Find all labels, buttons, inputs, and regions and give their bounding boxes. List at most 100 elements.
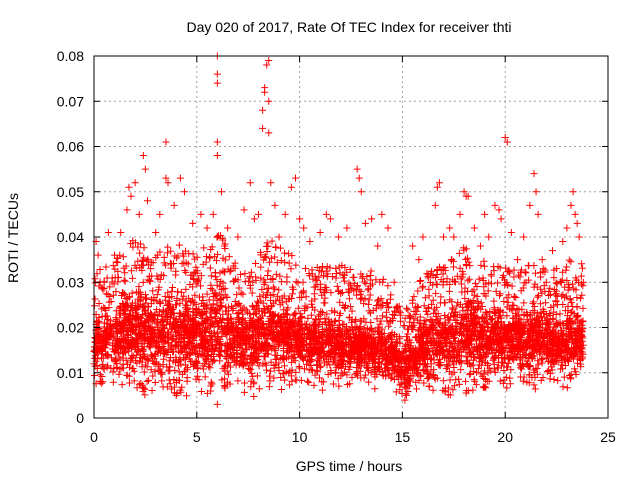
data-point <box>503 312 511 320</box>
data-point <box>461 294 469 302</box>
data-point <box>336 321 344 329</box>
data-point <box>182 268 190 276</box>
data-point <box>349 329 357 337</box>
data-point <box>304 314 312 322</box>
data-point <box>193 372 201 380</box>
data-point <box>519 377 527 385</box>
data-point <box>281 258 289 266</box>
data-point <box>104 316 112 324</box>
data-point <box>98 372 106 380</box>
data-point <box>537 376 545 384</box>
data-point <box>534 357 542 365</box>
data-point <box>441 354 449 362</box>
data-point <box>510 273 518 281</box>
data-point <box>277 244 285 252</box>
data-point <box>573 294 581 302</box>
data-point <box>175 241 183 249</box>
data-point <box>118 381 126 389</box>
data-point <box>507 366 515 374</box>
data-point <box>241 270 249 278</box>
data-point <box>500 366 508 374</box>
data-point <box>257 251 265 259</box>
data-point <box>166 380 174 388</box>
data-point <box>502 336 510 344</box>
data-point <box>445 287 453 295</box>
data-point <box>255 362 263 370</box>
data-point <box>535 292 543 300</box>
data-point <box>353 369 361 377</box>
data-point <box>127 267 135 275</box>
data-point <box>255 385 263 393</box>
data-point <box>466 371 474 379</box>
data-point <box>376 320 384 328</box>
data-point <box>233 291 241 299</box>
data-point <box>112 288 120 296</box>
data-point <box>180 292 188 300</box>
data-point <box>437 293 445 301</box>
data-point <box>103 274 111 282</box>
data-point <box>345 295 353 303</box>
data-point <box>469 386 477 394</box>
data-point <box>366 291 374 299</box>
data-point <box>156 362 164 370</box>
data-point <box>146 277 154 285</box>
data-point <box>500 297 508 305</box>
data-point <box>93 270 101 278</box>
data-point <box>439 270 447 278</box>
data-point <box>462 389 470 397</box>
data-point <box>200 244 208 252</box>
data-point <box>207 272 215 280</box>
data-point <box>161 296 169 304</box>
data-point <box>420 302 428 310</box>
data-point <box>444 361 452 369</box>
data-point <box>484 323 492 331</box>
data-point <box>107 364 115 372</box>
data-point <box>327 289 335 297</box>
data-point <box>503 384 511 392</box>
data-point <box>561 294 569 302</box>
data-point <box>346 303 354 311</box>
data-point <box>239 290 247 298</box>
data-point <box>553 280 561 288</box>
data-point <box>365 285 373 293</box>
data-point <box>163 312 171 320</box>
data-point <box>214 233 222 241</box>
data-point <box>109 291 117 299</box>
data-point <box>299 278 307 286</box>
data-point <box>556 310 564 318</box>
data-point <box>560 373 568 381</box>
data-point <box>367 319 375 327</box>
data-point <box>335 316 343 324</box>
data-point <box>241 278 249 286</box>
data-point <box>538 359 546 367</box>
data-point <box>481 358 489 366</box>
data-point <box>415 319 423 327</box>
data-point <box>403 304 411 312</box>
data-point <box>473 368 481 376</box>
data-point <box>579 304 587 312</box>
data-point <box>321 294 329 302</box>
data-point <box>371 385 379 393</box>
data-point <box>574 359 582 367</box>
data-point <box>471 377 479 385</box>
data-point <box>258 312 266 320</box>
data-point <box>248 302 256 310</box>
data-point <box>210 347 218 355</box>
data-point <box>267 367 275 375</box>
data-point <box>472 381 480 389</box>
data-point <box>453 357 461 365</box>
data-point <box>452 308 460 316</box>
data-point <box>183 304 191 312</box>
data-point <box>525 276 533 284</box>
data-point <box>470 367 478 375</box>
data-point <box>568 280 576 288</box>
data-point <box>548 366 556 374</box>
data-point <box>145 272 153 280</box>
data-point <box>271 253 279 261</box>
data-point <box>109 368 117 376</box>
data-point <box>429 296 437 304</box>
data-point <box>156 298 164 306</box>
data-point <box>229 306 237 314</box>
grid-lines <box>94 56 608 418</box>
